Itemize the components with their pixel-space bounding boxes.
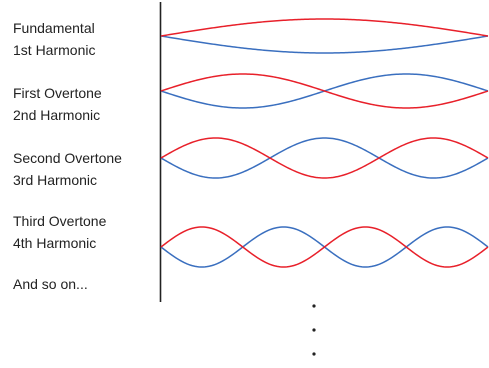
mode-label-3: Second Overtone 3rd Harmonic <box>13 147 122 191</box>
ellipsis-dot <box>312 352 316 356</box>
continuation-text: And so on... <box>13 276 88 292</box>
harmonic-name: 2nd Harmonic <box>13 107 101 123</box>
ellipsis-dot <box>312 328 316 332</box>
wave-red-mode-2 <box>160 73 489 109</box>
mode-label-2: First Overtone 2nd Harmonic <box>13 82 102 126</box>
ellipsis-dot <box>312 304 316 308</box>
wave-red-mode-4 <box>160 226 489 268</box>
mode-label-1: Fundamental 1st Harmonic <box>13 17 95 61</box>
mode-name: Third Overtone <box>13 213 107 229</box>
harmonic-name: 1st Harmonic <box>13 42 96 58</box>
harmonic-name: 4th Harmonic <box>13 235 97 251</box>
wave-red-mode-1 <box>160 18 489 37</box>
wave-blue-mode-3 <box>160 137 489 179</box>
continuation-label: And so on... <box>13 273 88 295</box>
wave-group <box>160 18 489 268</box>
mode-name: Fundamental <box>13 20 95 36</box>
mode-name: Second Overtone <box>13 150 122 166</box>
mode-name: First Overtone <box>13 85 102 101</box>
wave-blue-mode-1 <box>160 35 489 54</box>
harmonic-name: 3rd Harmonic <box>13 172 98 188</box>
mode-label-4: Third Overtone 4th Harmonic <box>13 210 106 254</box>
wave-red-mode-3 <box>160 137 489 179</box>
